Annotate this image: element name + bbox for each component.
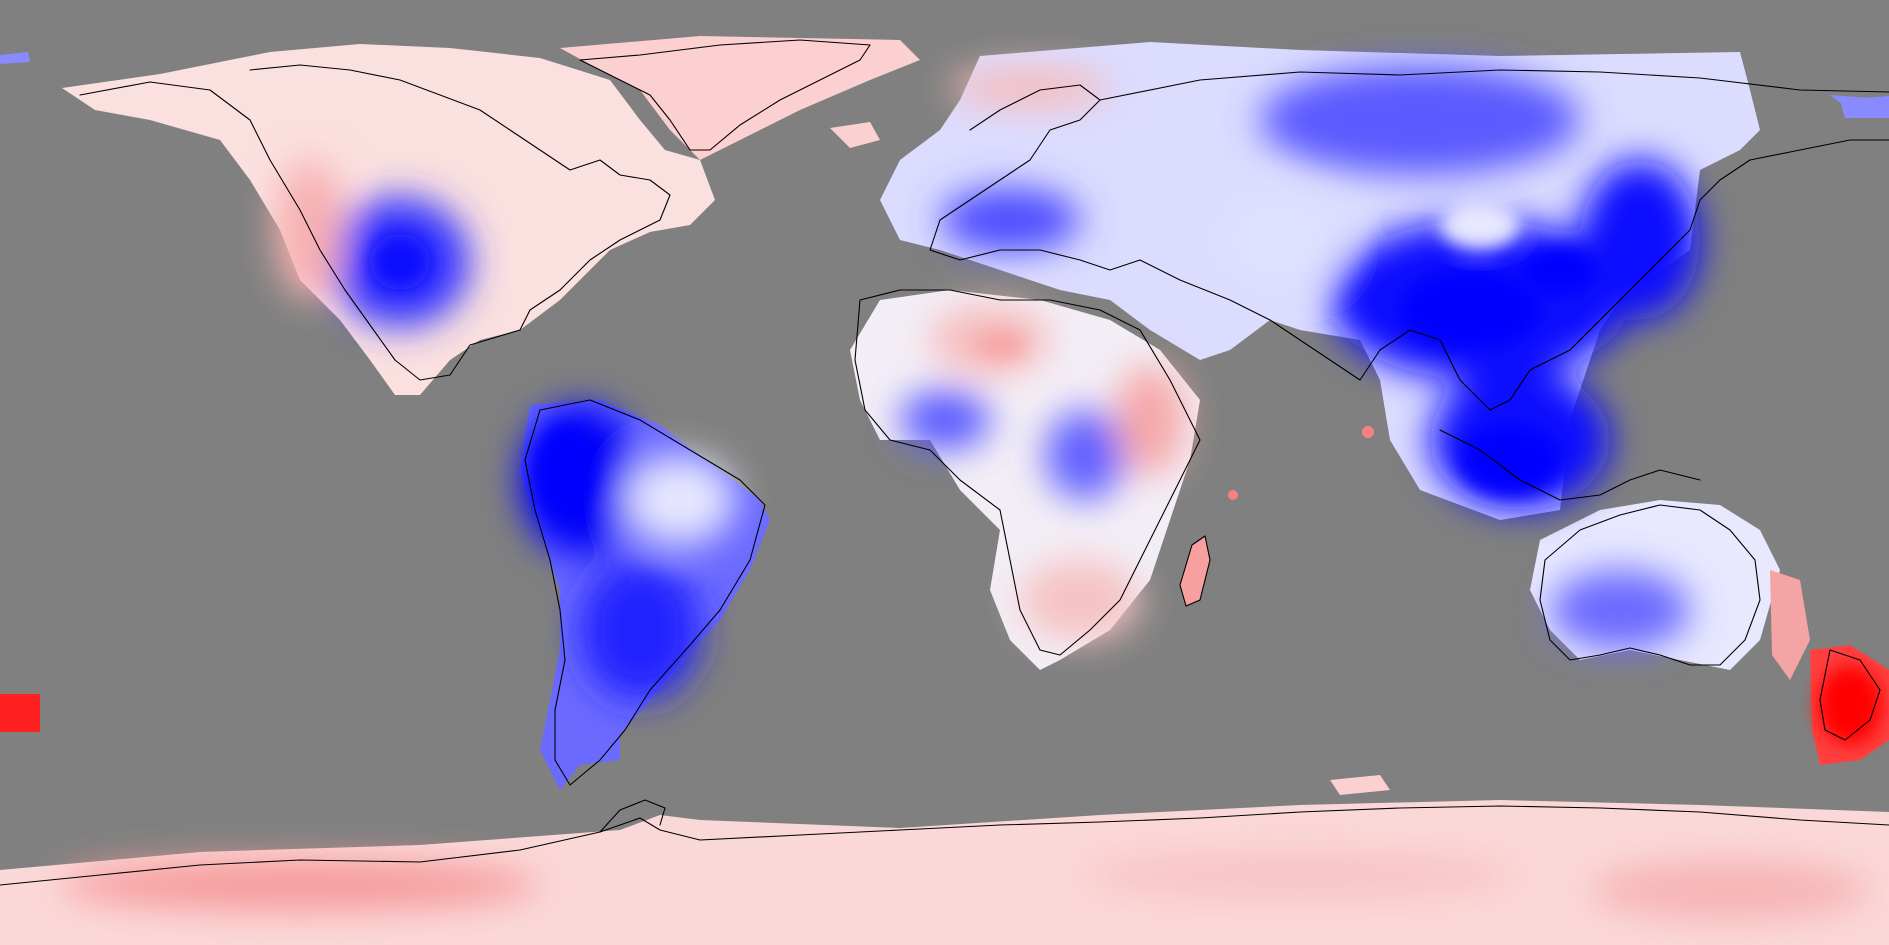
coastline-europe xyxy=(929,84,1141,271)
anomaly-highlights xyxy=(370,200,1882,745)
region-greenland xyxy=(560,36,920,160)
coastline-asia xyxy=(1139,139,1889,411)
coastline-north-america xyxy=(79,64,671,381)
coastline-antarctic-peninsula xyxy=(599,799,666,833)
coastlines xyxy=(0,39,1889,886)
region-antarctica xyxy=(0,800,1889,945)
coastline-madagascar xyxy=(1179,535,1211,607)
coastline-new-zealand xyxy=(1819,649,1881,741)
coastline-greenland xyxy=(579,39,871,151)
region-southwest-pacific xyxy=(1770,570,1810,680)
coastline-south-america xyxy=(524,399,766,786)
coastline-australia xyxy=(1539,504,1761,666)
coastline-arctic-asia xyxy=(1099,69,1889,101)
region-iceland xyxy=(830,122,880,148)
region-south-pacific-patch xyxy=(0,694,40,732)
coastline-antarctica xyxy=(0,805,1889,886)
coastline-africa xyxy=(854,289,1201,656)
islands xyxy=(0,52,1889,795)
coastline-southeast-asia xyxy=(1439,429,1701,501)
